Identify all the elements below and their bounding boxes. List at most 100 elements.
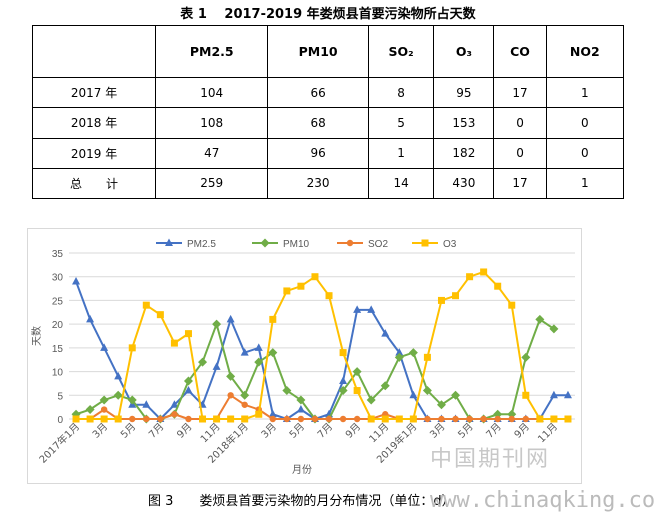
x-tick-label: 9月 [175,421,195,441]
table-cell: 68 [267,107,369,139]
data-point-o3 [311,273,319,281]
data-point-pm25 [100,343,109,351]
data-point-pm10 [282,386,292,396]
data-point-o3 [227,415,235,423]
x-tick-label: 3月 [428,421,448,441]
data-point-so2 [508,415,515,423]
y-tick-label: 0 [57,415,63,426]
table-cell: 95 [433,76,495,109]
data-point-o3 [184,330,192,338]
data-point-o3 [480,268,488,276]
x-tick-label: 7月 [315,421,335,441]
x-tick-label: 9月 [343,421,363,441]
y-tick-label: 20 [52,320,64,331]
data-point-o3 [564,415,572,423]
data-point-so2 [129,415,136,423]
data-point-so2 [325,415,333,423]
table-cell: 0 [493,107,547,139]
table-cell: 230 [267,167,369,200]
data-point-so2 [452,415,459,423]
legend-marker-pm25 [165,238,173,246]
data-point-pm25 [339,376,348,385]
legend-label-so2: SO2 [368,239,388,250]
data-point-so2 [438,415,445,423]
series-line-pm25 [75,281,568,420]
data-point-pm10 [85,405,95,415]
table-cell: 1 [545,167,625,200]
data-point-o3 [536,415,544,423]
data-point-pm25 [353,305,362,313]
data-point-o3 [423,353,431,361]
data-point-o3 [395,415,403,423]
data-point-so2 [269,415,277,423]
data-point-pm10 [183,376,193,386]
data-point-pm25 [86,314,95,323]
data-point-so2 [522,415,530,423]
data-point-pm10 [507,409,517,419]
data-point-pm25 [212,362,221,370]
x-tick-label: 7月 [146,421,166,441]
legend-label-pm25: PM2.5 [187,239,216,250]
data-point-o3 [156,311,164,319]
data-point-pm10 [338,386,348,396]
data-point-o3 [508,301,516,309]
table-cell: 2017 年 [31,76,157,109]
table-cell: 8 [367,76,435,109]
data-point-o3 [452,292,460,300]
data-point-pm25 [226,314,235,323]
data-point-so2 [297,415,305,423]
data-point-pm10 [99,395,109,405]
y-tick-label: 10 [52,368,64,379]
data-point-so2 [157,415,164,423]
x-tick-label: 5月 [118,421,138,441]
table-cell: 96 [267,137,369,169]
x-tick-label: 3月 [90,421,110,441]
table-cell: 0 [493,137,547,169]
table-cell: 108 [155,107,269,139]
data-point-so2 [466,415,473,423]
data-point-o3 [522,391,530,399]
data-point-pm10 [549,324,559,334]
table-header-cell: SO₂ [367,25,435,78]
x-tick-label: 5月 [456,421,476,441]
table-header-cell: CO [493,25,547,78]
table-cell: 14 [367,167,435,200]
table-cell: 17 [493,76,547,109]
data-point-so2 [311,415,319,423]
table-row: 2019 年 47 96 1 182 0 0 [31,137,625,169]
table-cell: 总 计 [31,167,157,200]
data-point-pm10 [422,386,432,396]
x-tick-label: 11月 [198,421,223,446]
data-point-pm10 [408,348,418,358]
data-point-pm10 [226,371,236,381]
data-point-pm10 [493,409,503,419]
table-row: 2018 年 108 68 5 153 0 0 [31,107,625,139]
table-cell: 2018 年 [31,107,157,139]
legend-marker-pm10 [260,238,270,248]
data-point-o3 [283,287,291,295]
data-point-o3 [86,415,94,423]
data-point-pm10 [240,390,250,400]
data-point-so2 [480,415,487,423]
data-point-pm10 [394,352,404,362]
data-point-so2 [283,415,291,423]
data-point-o3 [339,349,347,357]
data-point-o3 [367,415,375,423]
data-point-pm10 [352,367,362,377]
data-point-pm10 [451,390,461,400]
data-point-pm10 [113,390,123,400]
data-point-pm25 [142,400,151,408]
data-point-pm25 [184,386,193,394]
data-point-pm10 [535,314,545,324]
table-cell: 259 [155,167,269,200]
y-tick-label: 25 [52,296,64,307]
table-cell: 430 [433,167,495,200]
data-point-so2 [143,415,150,423]
data-point-pm25 [549,390,558,399]
data-point-pm25 [72,276,81,285]
pollutant-days-table: PM2.5 PM10 SO₂ O₃ CO NO2 2017 年 104 66 8… [31,25,625,200]
table-cell: 2019 年 [31,137,157,169]
x-tick-label: 9月 [512,421,532,441]
table-header-cell: O₃ [433,25,495,78]
data-point-so2 [494,415,501,423]
